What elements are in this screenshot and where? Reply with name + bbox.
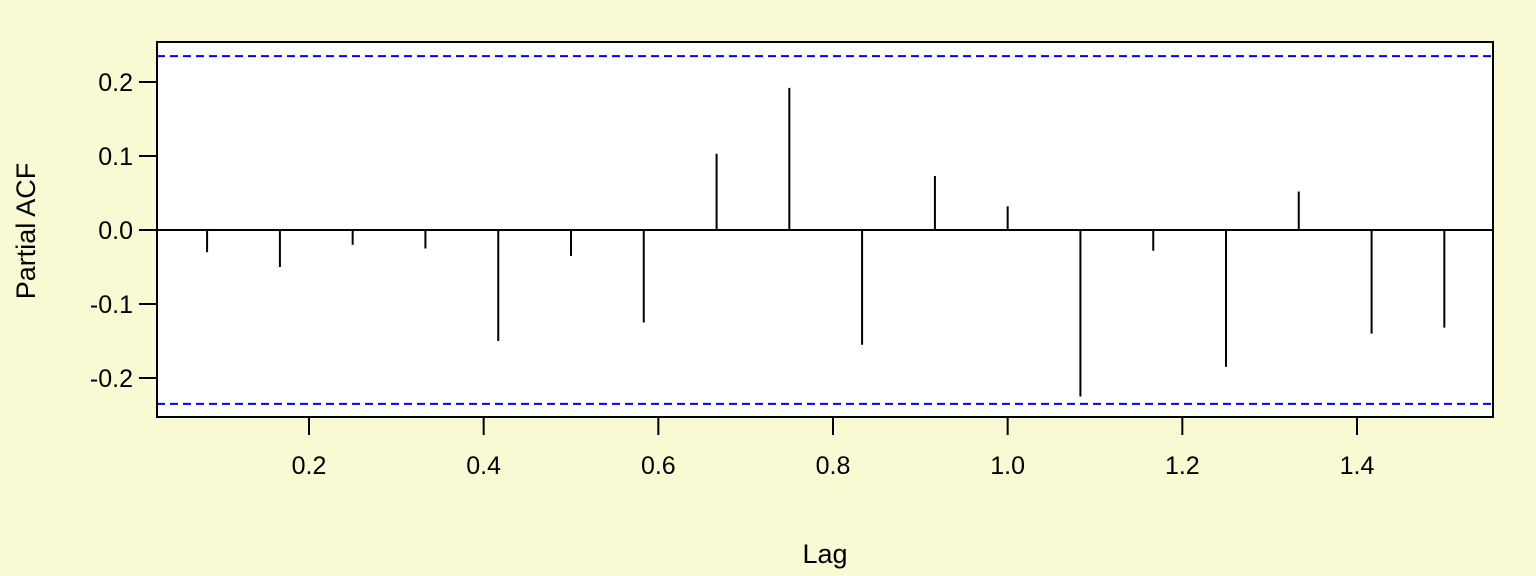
x-tick-label: 1.0: [990, 452, 1025, 480]
y-tick-label: -0.1: [90, 291, 133, 319]
x-tick-label: 0.4: [466, 452, 501, 480]
y-axis-title: Partial ACF: [11, 163, 41, 300]
pacf-bars: [206, 87, 1446, 397]
confidence-bounds: [157, 55, 1493, 405]
y-axis: -0.2 -0.1 0.0 0.1 0.2: [90, 69, 157, 393]
y-tick-label: 0.1: [98, 143, 133, 171]
x-tick-label: 0.8: [816, 452, 851, 480]
x-axis: 0.2 0.4 0.6 0.8 1.0 1.2 1.4: [292, 417, 1375, 480]
x-axis-title: Lag: [802, 539, 847, 569]
y-tick-label: 0.2: [98, 69, 133, 97]
y-tick-label: 0.0: [98, 217, 133, 245]
x-tick-label: 1.2: [1165, 452, 1200, 480]
x-tick-label: 0.6: [641, 452, 676, 480]
x-tick-label: 1.4: [1340, 452, 1375, 480]
y-tick-label: -0.2: [90, 365, 133, 393]
x-tick-label: 0.2: [292, 452, 327, 480]
